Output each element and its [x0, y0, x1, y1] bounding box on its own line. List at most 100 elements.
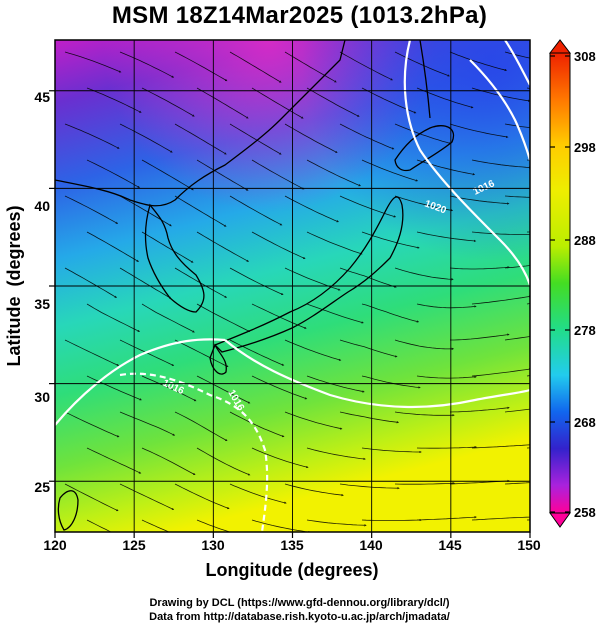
- streamline: [141, 375, 197, 402]
- streamline: [471, 295, 530, 305]
- streamline: [229, 195, 283, 226]
- streamline: [450, 333, 510, 341]
- colorbar-ticks: [550, 55, 570, 513]
- sakhalin-coast: [419, 40, 431, 119]
- streamline: [141, 447, 196, 475]
- streamline: [86, 303, 141, 332]
- y-axis-label: Latitude (degrees): [4, 205, 24, 366]
- streamline: [306, 303, 364, 324]
- streamline: [196, 447, 251, 476]
- streamline: [196, 519, 232, 532]
- streamline: [306, 519, 367, 527]
- streamline: [284, 339, 342, 361]
- landmass-outlines: [55, 40, 455, 531]
- streamline: [394, 51, 450, 77]
- streamline: [394, 195, 454, 212]
- colorbar-tick-label: 278: [574, 323, 596, 338]
- credit-drawing: Drawing by DCL (https://www.gfd-dennou.o…: [149, 597, 450, 609]
- lat-lon-grid: [55, 40, 530, 532]
- streamline: [64, 51, 122, 73]
- streamline: [504, 195, 530, 198]
- streamline: [86, 519, 112, 532]
- streamline: [416, 303, 477, 309]
- streamline: [64, 267, 118, 298]
- axis-ticks: [49, 90, 531, 538]
- streamline: [119, 267, 172, 299]
- streamline: [471, 159, 530, 169]
- x-tick-label: 125: [122, 537, 146, 553]
- colorbar-scale: [549, 52, 571, 514]
- isobar-1012-northeast: [504, 40, 530, 86]
- streamline: [64, 339, 120, 366]
- streamline: [86, 231, 140, 262]
- colorbar-tick-label: 268: [574, 415, 596, 430]
- streamline: [284, 411, 343, 430]
- streamline: [229, 339, 285, 366]
- streamline: [394, 482, 455, 485]
- isobar-1016-northeast: [469, 59, 530, 161]
- streamline: [449, 51, 508, 72]
- streamline: [141, 303, 195, 333]
- credit-data-source: Data from http://database.rish.kyoto-u.a…: [149, 611, 450, 623]
- streamline: [306, 87, 360, 117]
- colorbar-tick-label: 298: [574, 140, 596, 155]
- streamline: [284, 123, 338, 153]
- x-tick-label: 140: [359, 537, 383, 553]
- colorbar-bottom-arrow: [549, 512, 571, 528]
- isobar-1016-south: [224, 339, 530, 409]
- streamline: [449, 123, 509, 138]
- streamline: [339, 411, 400, 424]
- streamline: [416, 87, 474, 109]
- streamline: [449, 266, 510, 270]
- streamline: [306, 231, 363, 255]
- streamline: [119, 411, 176, 436]
- map-title: MSM 18Z14Mar2025 (1013.2hPa): [111, 2, 488, 29]
- streamline: [86, 447, 142, 474]
- colorbar: 308 298 288 278 268 258: [548, 39, 596, 528]
- taiwan-coast: [57, 490, 79, 531]
- x-tick-label: 130: [201, 537, 225, 553]
- streamline: [471, 231, 530, 236]
- streamline: [504, 265, 530, 269]
- colorbar-tick-label: 308: [574, 49, 596, 64]
- streamline: [306, 447, 366, 461]
- streamline: [251, 519, 311, 532]
- streamline: [196, 375, 251, 404]
- streamline: [64, 123, 120, 149]
- kyushu-coast: [209, 343, 227, 375]
- streamline: [394, 339, 455, 351]
- streamline: [504, 408, 530, 413]
- streamline: [339, 339, 398, 358]
- streamline: [141, 519, 170, 532]
- streamline: [251, 159, 305, 190]
- honshu-coast: [213, 196, 404, 353]
- streamline: [141, 87, 195, 117]
- streamline: [339, 123, 395, 150]
- streamline: [284, 51, 337, 83]
- streamline: [471, 515, 530, 521]
- streamline: [174, 123, 227, 155]
- streamline: [119, 51, 175, 78]
- streamline: [416, 159, 476, 176]
- streamline: [174, 51, 228, 82]
- streamline: [251, 87, 304, 119]
- y-tick-label: 35: [34, 296, 50, 312]
- colorbar-tick-label: 288: [574, 233, 596, 248]
- streamline: [196, 231, 250, 262]
- streamline: [141, 231, 194, 263]
- isobar-contours: [55, 40, 530, 532]
- streamline: [119, 483, 175, 510]
- streamline: [64, 195, 119, 224]
- x-axis-label: Longitude (degrees): [205, 560, 378, 580]
- streamline: [504, 482, 530, 485]
- y-tick-label: 30: [34, 389, 50, 405]
- streamline: [196, 303, 251, 332]
- streamline: [174, 411, 228, 441]
- streamline: [416, 231, 477, 243]
- streamline: [174, 195, 227, 227]
- streamline: [196, 87, 249, 119]
- streamline: [86, 375, 142, 401]
- streamline: [306, 375, 365, 393]
- streamline: [394, 123, 452, 145]
